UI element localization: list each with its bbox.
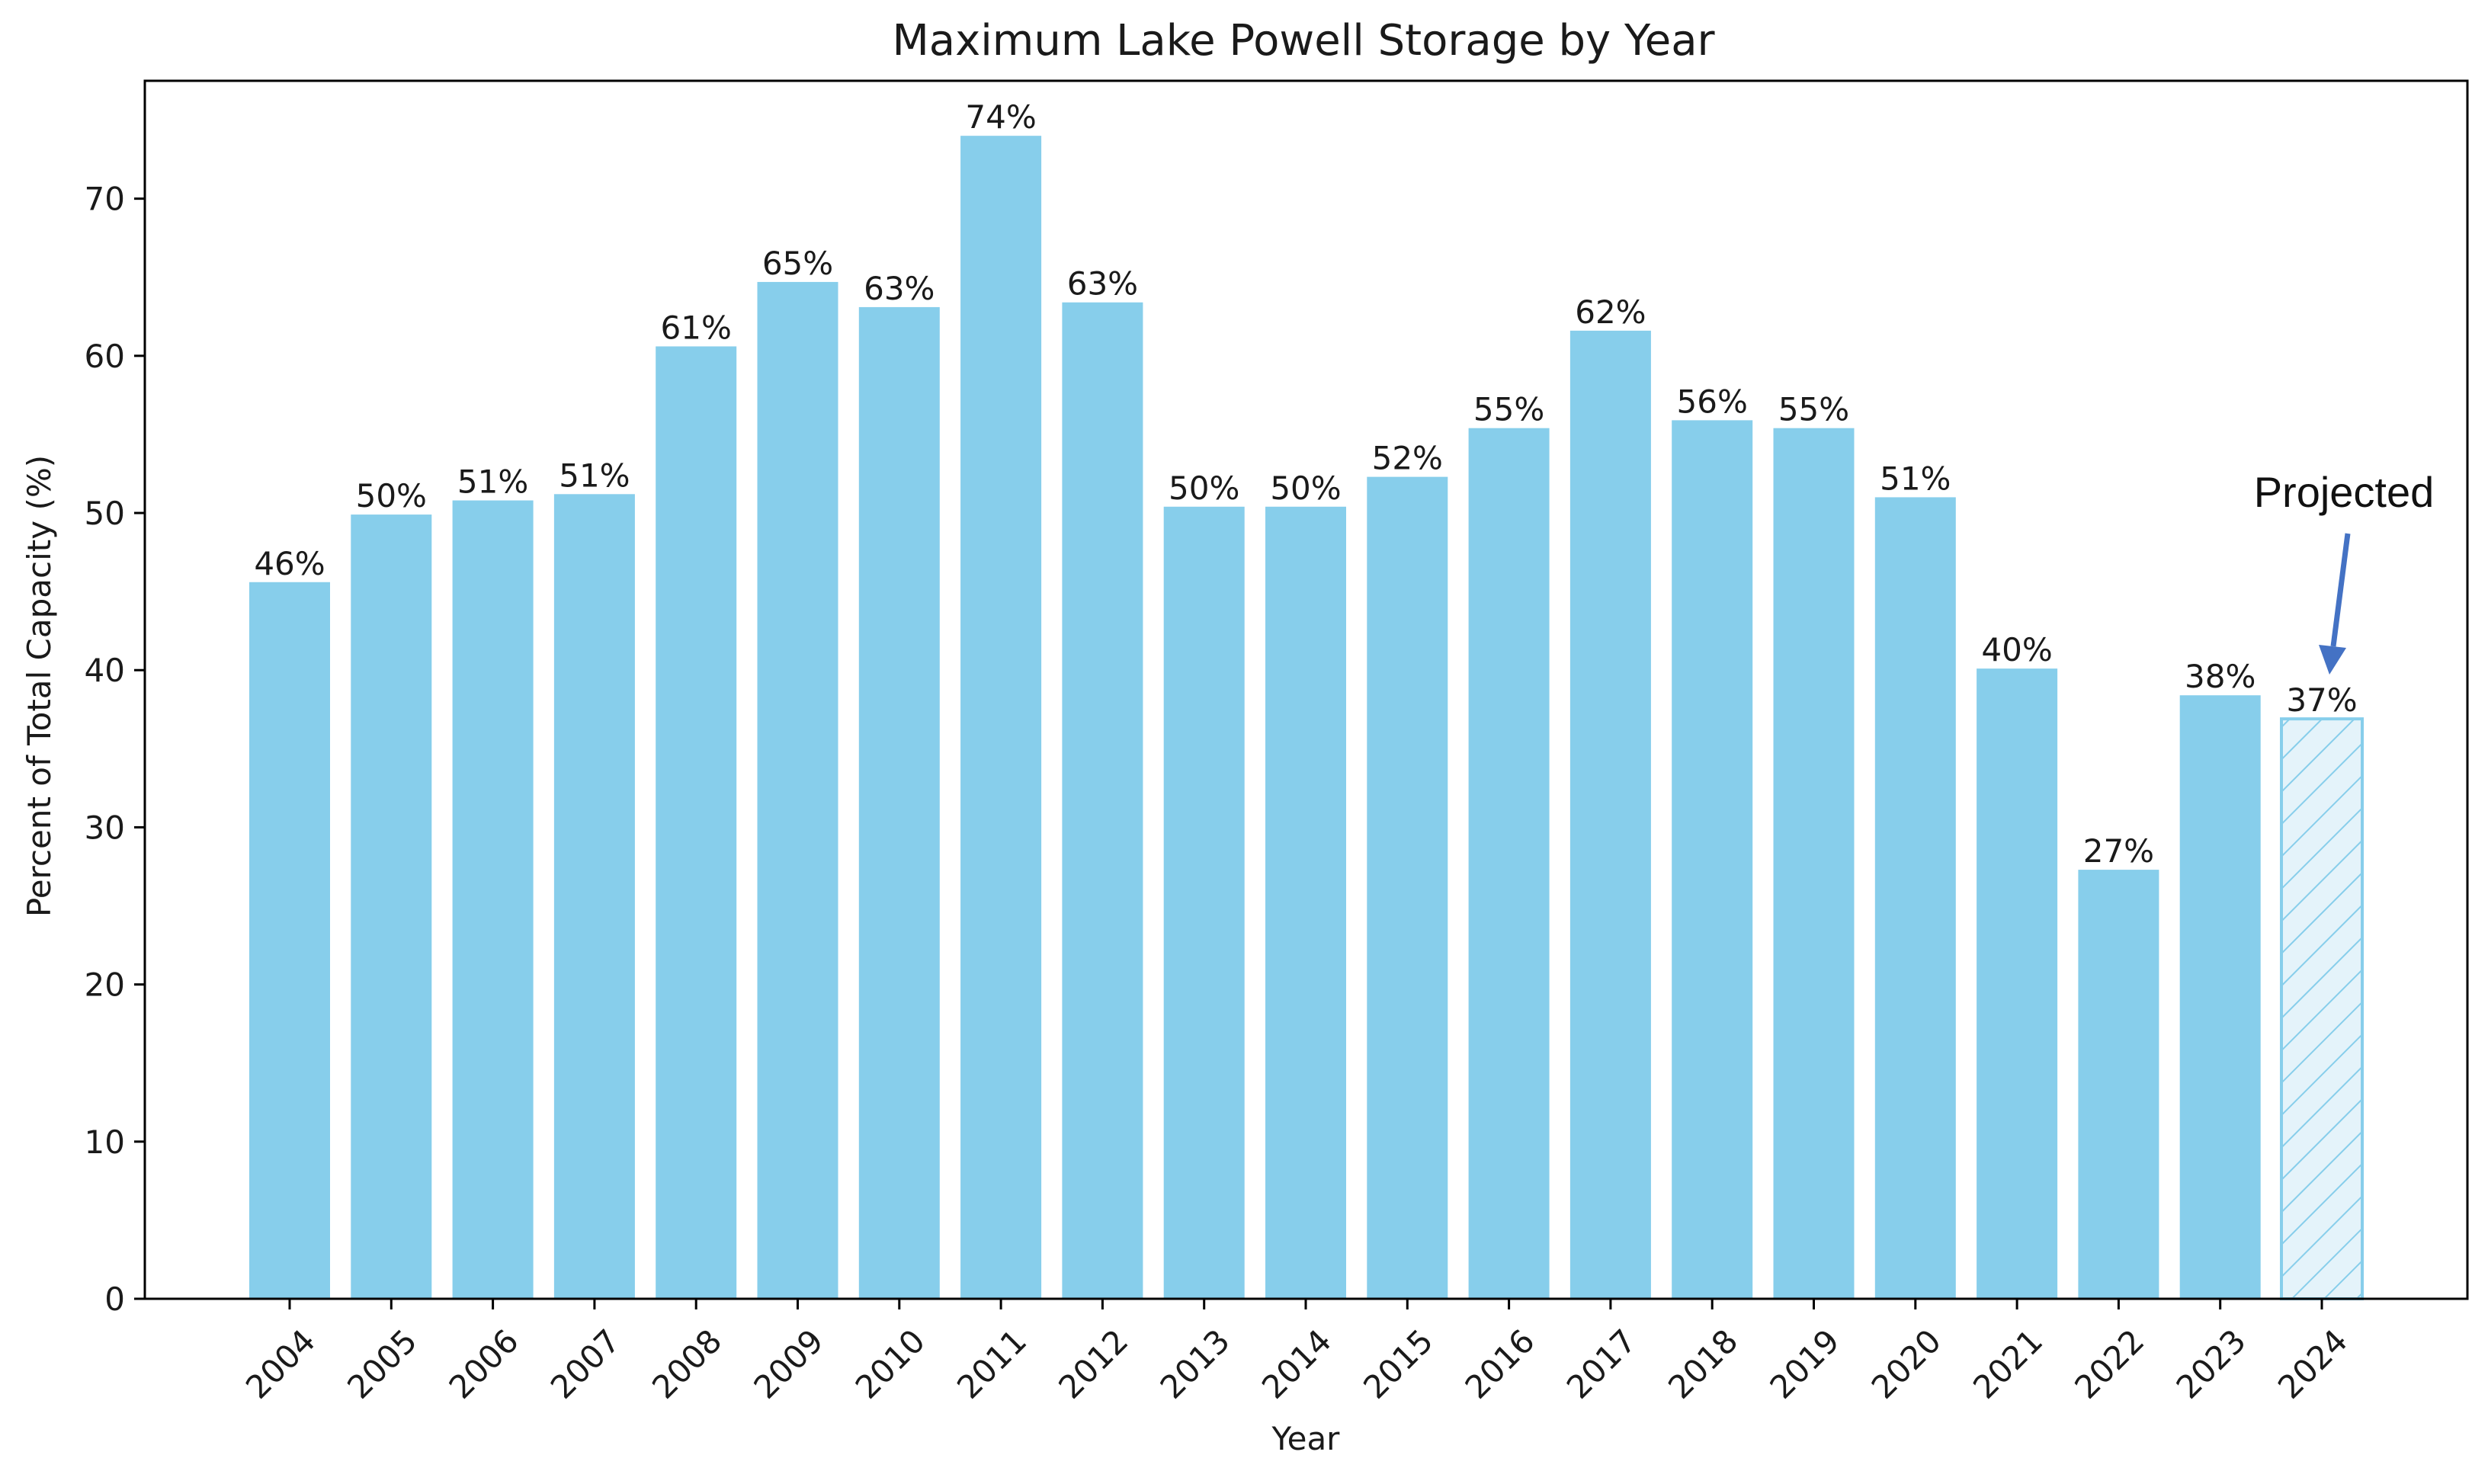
bar-value-label: 62% [1575,293,1646,331]
bar [1672,420,1753,1299]
bar-value-label: 51% [559,457,630,494]
bar [2078,870,2159,1299]
x-tick-label: 2020 [1864,1322,1948,1405]
bar [1163,506,1245,1299]
bars-group [249,136,2364,1300]
x-tick-label: 2007 [543,1322,627,1405]
bar [858,306,940,1299]
x-tick-label: 2013 [1153,1322,1237,1405]
bar-value-label: 37% [2286,681,2357,719]
bar-value-label: 52% [1372,440,1443,477]
x-tick-label: 2009 [746,1322,830,1405]
bar [960,136,1042,1300]
x-tick-label: 2006 [442,1322,526,1405]
x-tick-label: 2004 [239,1322,322,1405]
y-axis-label: Percent of Total Capacity (%) [21,455,58,917]
x-tick-label: 2011 [950,1322,1034,1405]
bar-projected-hatch [2280,717,2364,1300]
y-tick-label: 60 [85,338,125,375]
x-axis-ticks: 2004 2005 2006 2007 2008 2009 2010 2011 2012 2013… [239,1299,2355,1406]
x-tick-label: 2010 [848,1322,932,1405]
bar-value-label: 61% [661,309,732,346]
x-tick-label: 2016 [1458,1322,1542,1405]
x-tick-label: 2012 [1051,1322,1135,1405]
bar-value-label: 74% [965,98,1036,136]
x-tick-label: 2008 [645,1322,729,1405]
bar [1367,476,1448,1300]
bar-value-label: 50% [1169,470,1239,507]
bar-value-label: 55% [1473,391,1544,428]
y-tick-label: 20 [85,966,125,1004]
x-tick-label: 2019 [1762,1322,1846,1405]
bar-value-label: 50% [356,477,427,514]
projected-arrow [2319,533,2351,675]
bar-value-label: 40% [1981,631,2052,668]
bar [1468,428,1550,1299]
bar [2179,695,2261,1299]
x-tick-label: 2024 [2271,1322,2355,1405]
x-axis-label: Year [1271,1420,1341,1457]
bar [1773,428,1855,1299]
y-tick-label: 10 [85,1123,125,1161]
x-tick-label: 2021 [1966,1322,2050,1405]
bar [1062,302,1143,1299]
bar [1977,668,2058,1299]
bar-value-label: 51% [457,463,528,501]
bar-value-label: 55% [1778,391,1849,428]
bar [351,514,432,1299]
bar [656,346,737,1300]
bar [757,281,838,1299]
x-tick-label: 2005 [340,1322,424,1405]
x-tick-label: 2018 [1661,1322,1745,1405]
bar-value-label: 65% [762,245,833,282]
bar [1265,506,1346,1299]
bar-value-label: 56% [1677,383,1748,420]
bar-value-label: 63% [1067,265,1138,303]
bar-labels-group: 46% 50% 51% 51% 61% 65% 63% 74% 63% 50% 50% 52% 55% 6… [254,98,2357,870]
bar [1874,497,1956,1300]
x-tick-label: 2017 [1560,1322,1643,1405]
x-tick-label: 2015 [1356,1322,1440,1405]
y-tick-label: 0 [104,1280,125,1318]
y-tick-label: 30 [85,809,125,846]
chart-title: Maximum Lake Powell Storage by Year [892,16,1715,66]
bar [1569,330,1651,1299]
bar [553,494,635,1299]
x-tick-label: 2023 [2169,1322,2253,1405]
x-tick-label: 2022 [2067,1322,2151,1405]
bar [249,582,330,1299]
y-tick-label: 40 [85,652,125,689]
y-tick-label: 70 [85,181,125,218]
bar-value-label: 50% [1270,470,1341,507]
bar-value-label: 38% [2185,658,2256,695]
y-axis-ticks: 0 10 20 30 40 50 60 70 [85,181,145,1318]
plot-frame [143,79,2469,1300]
bar-value-label: 51% [1880,460,1951,497]
bar [452,500,534,1299]
x-tick-label: 2014 [1255,1322,1339,1405]
y-tick-label: 50 [85,495,125,532]
bar-value-label: 63% [864,270,935,307]
bar-value-label: 46% [254,545,325,582]
projected-annotation: Projected [2254,468,2435,516]
bar-value-label: 27% [2083,832,2154,870]
